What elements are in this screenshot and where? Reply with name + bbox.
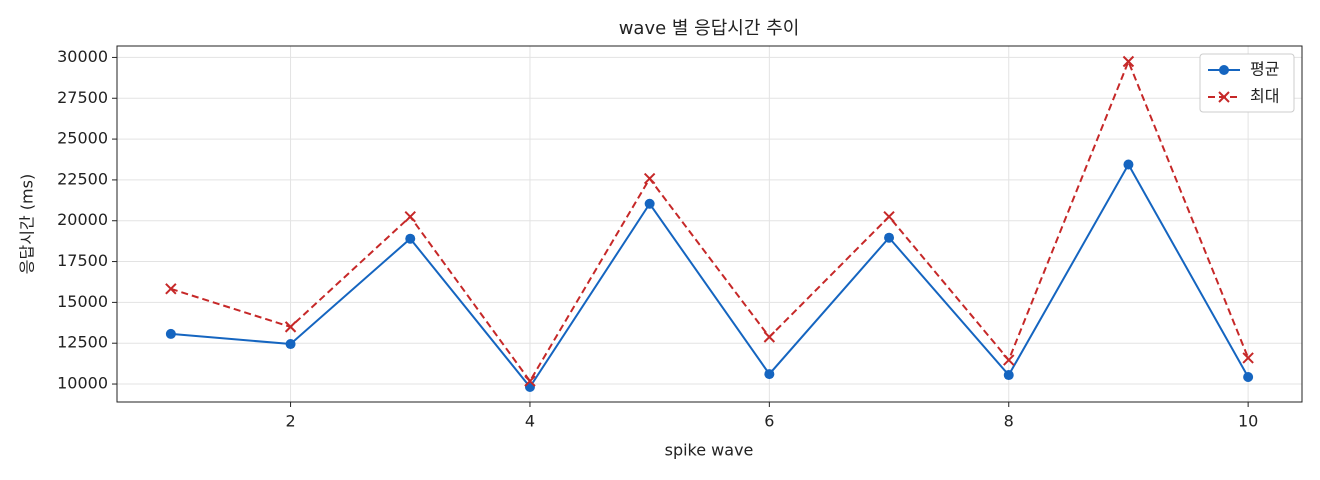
y-tick-label: 22500 (57, 169, 108, 188)
line (170, 58, 1250, 383)
point (165, 283, 177, 295)
y-tick-label: 25000 (57, 129, 108, 148)
point (763, 331, 776, 343)
point (1123, 159, 1134, 170)
point (1122, 55, 1135, 68)
point (764, 369, 775, 380)
legend-label: 평균 (1250, 60, 1279, 79)
point (524, 375, 536, 387)
point (1003, 370, 1014, 381)
y-tick-label: 30000 (57, 47, 108, 66)
x-tick-label: 2 (285, 412, 295, 431)
point (284, 321, 297, 333)
point (1003, 354, 1015, 366)
point (884, 232, 895, 243)
legend-label: 최대 (1250, 87, 1279, 106)
point (405, 233, 416, 244)
legend-box (1199, 53, 1295, 113)
y-tick-label: 10000 (57, 374, 108, 393)
line (170, 162, 1250, 389)
point (1243, 372, 1254, 383)
y-tick-label: 15000 (57, 292, 108, 311)
x-axis-label: spike wave (665, 441, 754, 460)
point (883, 210, 895, 223)
x-tick-label: 10 (1238, 412, 1258, 431)
plot-frame (116, 45, 1303, 403)
y-axis-label: 응답시간 (ms) (18, 174, 37, 274)
chart-title: wave 별 응답시간 추이 (619, 18, 800, 39)
point (404, 210, 416, 223)
x-tick-label: 8 (1004, 412, 1014, 431)
x-tick-label: 4 (525, 412, 535, 431)
point (644, 198, 655, 209)
legend-marker (1219, 65, 1229, 75)
legend-marker (1218, 91, 1230, 103)
point (643, 172, 656, 185)
y-tick-label: 27500 (57, 88, 108, 107)
point (285, 339, 296, 350)
x-tick-label: 6 (764, 412, 774, 431)
y-tick-label: 12500 (57, 333, 108, 352)
y-tick-label: 20000 (57, 210, 108, 229)
point (1242, 352, 1254, 364)
y-tick-label: 17500 (57, 251, 108, 270)
point (165, 328, 176, 339)
